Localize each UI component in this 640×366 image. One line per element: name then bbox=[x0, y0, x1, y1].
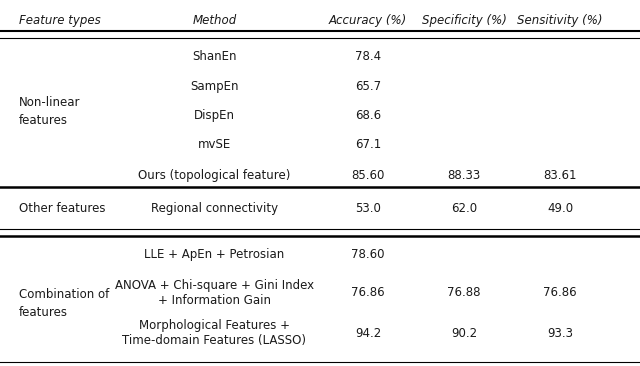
Text: 65.7: 65.7 bbox=[355, 79, 381, 93]
Text: Non-linear: Non-linear bbox=[19, 96, 81, 109]
Text: 68.6: 68.6 bbox=[355, 109, 381, 122]
Text: 93.3: 93.3 bbox=[547, 326, 573, 340]
Text: Sensitivity (%): Sensitivity (%) bbox=[517, 14, 603, 27]
Text: 62.0: 62.0 bbox=[451, 202, 477, 215]
Text: 94.2: 94.2 bbox=[355, 326, 381, 340]
Text: 76.86: 76.86 bbox=[351, 286, 385, 299]
Text: ShanEn: ShanEn bbox=[192, 50, 237, 63]
Text: Ours (topological feature): Ours (topological feature) bbox=[138, 169, 291, 182]
Text: Feature types: Feature types bbox=[19, 14, 101, 27]
Text: Combination of: Combination of bbox=[19, 288, 109, 301]
Text: 88.33: 88.33 bbox=[447, 169, 481, 182]
Text: 76.86: 76.86 bbox=[543, 286, 577, 299]
Text: 78.60: 78.60 bbox=[351, 248, 385, 261]
Text: Specificity (%): Specificity (%) bbox=[422, 14, 506, 27]
Text: LLE + ApEn + Petrosian: LLE + ApEn + Petrosian bbox=[144, 248, 285, 261]
Text: ANOVA + Chi-square + Gini Index
+ Information Gain: ANOVA + Chi-square + Gini Index + Inform… bbox=[115, 279, 314, 307]
Text: SampEn: SampEn bbox=[190, 79, 239, 93]
Text: 76.88: 76.88 bbox=[447, 286, 481, 299]
Text: 49.0: 49.0 bbox=[547, 202, 573, 215]
Text: Method: Method bbox=[192, 14, 237, 27]
Text: 90.2: 90.2 bbox=[451, 326, 477, 340]
Text: 67.1: 67.1 bbox=[355, 138, 381, 151]
Text: mvSE: mvSE bbox=[198, 138, 231, 151]
Text: 85.60: 85.60 bbox=[351, 169, 385, 182]
Text: Morphological Features +
Time-domain Features (LASSO): Morphological Features + Time-domain Fea… bbox=[122, 319, 307, 347]
Text: Accuracy (%): Accuracy (%) bbox=[329, 14, 407, 27]
Text: features: features bbox=[19, 114, 68, 127]
Text: features: features bbox=[19, 306, 68, 320]
Text: Other features: Other features bbox=[19, 202, 106, 215]
Text: 78.4: 78.4 bbox=[355, 50, 381, 63]
Text: 53.0: 53.0 bbox=[355, 202, 381, 215]
Text: DispEn: DispEn bbox=[194, 109, 235, 122]
Text: Regional connectivity: Regional connectivity bbox=[151, 202, 278, 215]
Text: 83.61: 83.61 bbox=[543, 169, 577, 182]
